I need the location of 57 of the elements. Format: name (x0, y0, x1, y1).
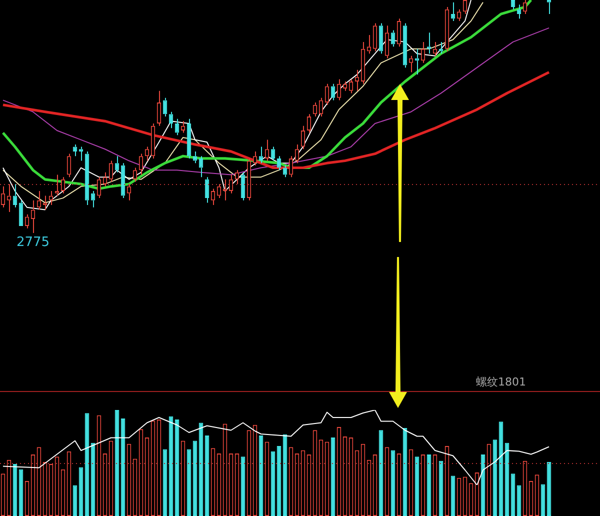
candlestick (294, 144, 300, 164)
candlestick (306, 114, 312, 134)
candlestick (360, 41, 366, 84)
candlestick (276, 156, 282, 171)
candlestick (54, 174, 60, 196)
candlestick (36, 190, 42, 210)
candlestick (42, 195, 48, 210)
candlestick (114, 156, 120, 173)
candlestick (270, 146, 276, 162)
candlestick (264, 139, 270, 162)
candlestick (252, 150, 258, 166)
candlestick (510, 0, 516, 10)
candlestick (126, 184, 132, 201)
candlestick (438, 41, 444, 54)
candlestick (336, 78, 342, 101)
candlestick (192, 150, 198, 164)
candlestick (156, 90, 162, 126)
candlestick (348, 78, 354, 94)
candlestick (90, 190, 96, 208)
candlestick (168, 111, 174, 129)
candlestick (300, 125, 306, 150)
candlestick (174, 118, 180, 136)
candlestick (204, 176, 210, 204)
candlestick (186, 118, 192, 159)
candlestick (144, 146, 150, 162)
candlestick (396, 18, 402, 48)
candlestick (456, 8, 462, 22)
candlestick (12, 184, 18, 208)
candlestick (222, 178, 228, 201)
candlestick (402, 22, 408, 68)
candlestick (210, 188, 216, 206)
candlestick (444, 6, 450, 52)
candlestick (234, 170, 240, 185)
candlestick (120, 162, 126, 199)
candlestick (78, 146, 84, 162)
text: 螺纹1801 (476, 375, 526, 388)
candlestick (30, 200, 36, 234)
candlestick (162, 97, 168, 117)
candlestick (150, 122, 156, 159)
candlestick (288, 156, 294, 178)
candlestick (546, 0, 552, 14)
candlestick (138, 153, 144, 176)
candlestick (318, 97, 324, 117)
candlestick (6, 184, 12, 213)
text: 2775 (16, 234, 50, 250)
candlestick (372, 22, 378, 52)
candlestick (384, 25, 390, 59)
candlestick (24, 214, 30, 229)
candlestick (84, 150, 90, 206)
candlestick (426, 32, 432, 54)
candlestick (282, 164, 288, 178)
candlestick (240, 172, 246, 201)
candlestick (258, 146, 264, 164)
candlestick (324, 83, 330, 106)
candlestick (48, 190, 54, 206)
candlestick (366, 34, 372, 54)
candlestick (198, 156, 204, 178)
